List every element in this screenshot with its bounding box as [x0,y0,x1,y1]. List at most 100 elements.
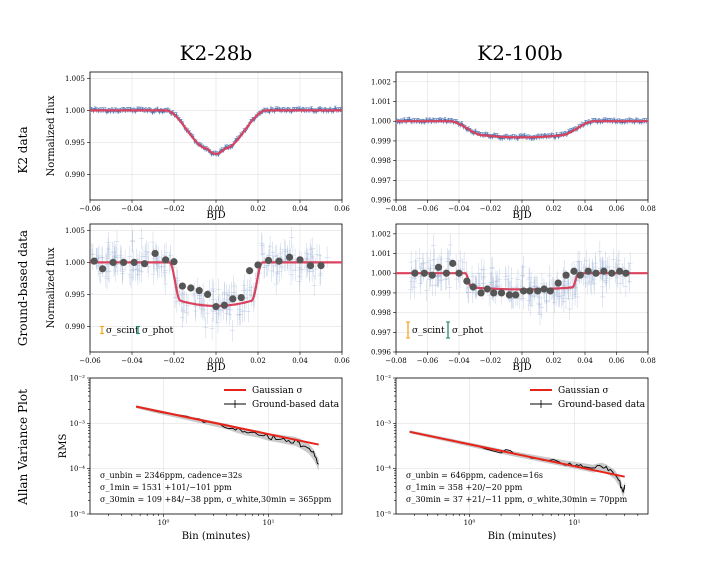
binned-data-point [570,267,578,275]
x-tick-label: 0.06 [609,357,625,365]
y-tick-label: 0.990 [65,171,85,179]
y-tick-label: 10⁻³ [70,420,86,428]
noise-annotation: σ_30min = 37 +21/−11 ppm, σ_white,30min … [406,495,628,504]
noise-annotation: σ_30min = 109 +84/−38 ppm, σ_white,30min… [100,495,332,504]
x-tick-label: 0.06 [609,205,625,213]
binned-data-point [505,291,513,299]
y-tick-label: 0.990 [65,323,85,331]
y-tick-label: 0.997 [371,177,391,185]
binned-data-point [151,249,159,258]
x-tick-label: −0.06 [417,357,439,365]
y-tick-label: 0.995 [65,291,85,299]
binned-data-point [463,277,471,285]
x-axis-label: BJD [512,210,531,221]
plot-frame [395,377,649,515]
plot-area [90,105,342,157]
y-axis-label: Normalized flux [46,95,57,176]
binned-data-point [616,267,624,275]
y-tick-label: 1.005 [65,75,85,83]
plot-area [396,234,648,326]
legend-gaussian-label: Gaussian σ [558,386,609,396]
y-tick-label: 1.001 [371,98,391,106]
x-axis-label: Bin (minutes) [488,531,557,542]
x-axis-label: Bin (minutes) [182,531,251,542]
y-tick-label: 1.000 [371,270,391,278]
x-tick-label: −0.02 [480,357,501,365]
y-tick-label: 1.000 [65,259,85,267]
binned-data-point [296,256,304,264]
binned-data-point [420,269,428,277]
noise-annotation: σ_unbin = 646ppm, cadence=16s [406,471,543,480]
y-tick-label: 1.002 [371,230,391,238]
binned-data-point [546,287,554,295]
transit-model-line [396,120,648,139]
panel-k2-28b-k2: −0.06 −0.04 −0.02 0.00 0.02 0.04 0.06 0.990 0.99… [46,71,350,221]
y-tick-label: 1.001 [371,250,391,258]
binned-data-point [554,279,562,287]
binned-data-point [497,289,506,297]
x-axis-label: BJD [512,362,531,373]
binned-data-point [469,283,477,291]
y-tick-label: 1.005 [65,227,85,235]
x-tick-label: 0.00 [514,357,530,365]
x-tick-label: 0.00 [514,205,530,213]
x-tick-label: 10⁰ [464,519,476,527]
y-axis-label: RMS [58,434,69,459]
y-tick-label: 0.997 [371,329,391,337]
binned-data-point [512,291,520,299]
x-tick-label: −0.04 [121,357,143,365]
x-tick-label: −0.04 [121,205,143,213]
x-tick-label: −0.08 [385,205,406,213]
binned-data-point [600,267,608,275]
y-tick-label: 10⁻⁴ [70,465,86,473]
y-tick-label: 10⁻⁵ [376,511,392,519]
binned-data-point [90,257,98,265]
binned-data-point [449,259,457,267]
binned-data-point [490,289,498,297]
binned-data-point [534,287,542,295]
y-tick-label: 10⁻² [70,375,86,383]
binned-data-point [109,258,117,266]
sigma-phot-label: σ_phot [452,326,484,336]
legend-ground-label: Ground-based data [558,400,646,410]
panel-k2-28b-ground: −0.06 −0.04 −0.02 0.00 0.02 0.04 0.06 0.990 0.99… [46,223,350,373]
y-axis-label: Normalized flux [46,247,57,328]
binned-data-point [622,269,630,277]
y-tick-label: 0.999 [371,137,391,145]
binned-data-point [229,295,237,303]
sigma-scint-label: σ_scint [412,326,445,336]
binned-data-point [99,265,107,273]
x-tick-label: 0.02 [250,205,266,213]
panel-k2-100b-ground: −0.08 −0.06 −0.04 −0.02 0.00 0.02 0.04 0.06 0.08… [371,223,656,373]
legend-gaussian-label: Gaussian σ [252,386,303,396]
x-tick-label: 0.02 [546,205,562,213]
x-tick-label: 0.06 [334,205,350,213]
x-axis-label: BJD [206,362,225,373]
x-tick-label: 0.06 [334,357,350,365]
y-tick-label: 0.998 [371,157,391,165]
noise-annotation: σ_unbin = 2346ppm, cadence=32s [100,471,242,480]
panel-k2-100b-k2: −0.08 −0.06 −0.04 −0.02 0.00 0.02 0.04 0.06 0.08… [371,71,656,221]
x-tick-label: −0.04 [448,357,470,365]
y-tick-label: 1.002 [371,78,391,86]
binned-data-point [540,285,548,293]
binned-data-point [254,261,262,269]
y-tick-label: 1.000 [65,107,85,115]
binned-data-point [212,302,220,311]
y-tick-label: 0.999 [371,289,391,297]
x-tick-label: 0.04 [577,357,593,365]
y-tick-label: 10⁻² [376,375,392,383]
x-tick-label: 0.04 [292,205,308,213]
binned-data-point [246,267,254,275]
binned-data-point [204,290,212,298]
x-axis-label: BJD [206,210,225,221]
row-label-allan-variance: Allan Variance Plot [16,389,30,506]
binned-data-point [608,269,616,277]
y-tick-label: 10⁻³ [376,420,392,428]
binned-data-point [592,269,600,277]
x-tick-label: −0.08 [385,357,406,365]
x-tick-label: 0.00 [208,205,224,213]
binned-data-point [275,257,283,265]
x-tick-label: −0.06 [79,357,101,365]
